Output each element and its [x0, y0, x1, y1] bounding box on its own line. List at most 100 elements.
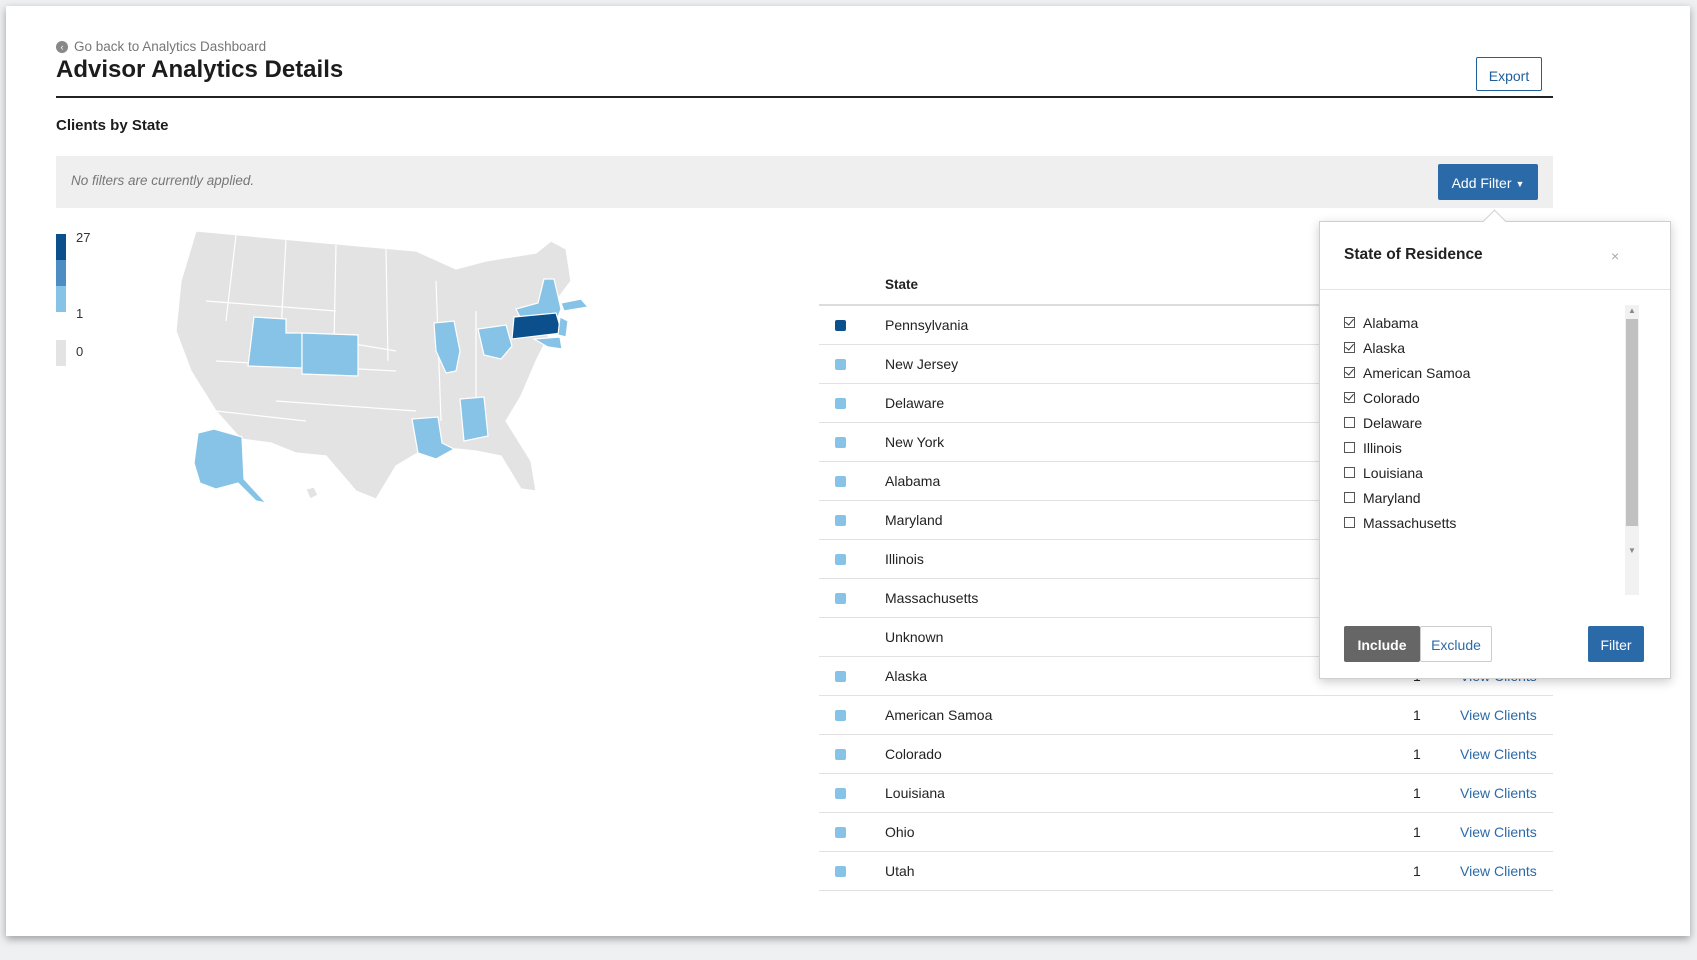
table-row: Maryland: [819, 501, 1553, 540]
state-color-swatch: [835, 437, 846, 448]
state-color-swatch: [835, 749, 846, 760]
state-name: Delaware: [885, 395, 945, 411]
option-checkbox[interactable]: [1344, 492, 1355, 503]
state-option[interactable]: Massachusetts: [1344, 510, 1624, 528]
scrollbar-thumb[interactable]: [1626, 319, 1638, 526]
state-option[interactable]: Illinois: [1344, 435, 1624, 460]
state-option[interactable]: Alabama: [1344, 310, 1624, 335]
state-color-swatch: [835, 866, 846, 877]
scroll-down-icon[interactable]: ▼: [1628, 546, 1636, 555]
filter-bar: No filters are currently applied. Add Fi…: [56, 156, 1553, 208]
map-state-pennsylvania: [511, 312, 563, 340]
legend-min-label: 1: [76, 306, 84, 321]
map-state-newjersey: [557, 316, 569, 338]
apply-filter-button[interactable]: Filter: [1588, 626, 1644, 662]
table-row: Alabama: [819, 462, 1553, 501]
state-option[interactable]: Colorado: [1344, 385, 1624, 410]
state-filter-popover: State of Residence × Alabama Alaska Americ…: [1319, 209, 1671, 679]
state-option[interactable]: Maryland: [1344, 485, 1624, 510]
state-name: New York: [885, 434, 945, 450]
state-name: Maryland: [885, 512, 943, 528]
add-filter-label: Add Filter: [1451, 175, 1512, 191]
option-checkbox[interactable]: [1344, 392, 1355, 403]
option-label: Delaware: [1363, 414, 1423, 431]
state-color-swatch: [835, 320, 846, 331]
option-checkbox[interactable]: [1344, 517, 1355, 528]
chevron-left-circle-icon: ‹: [56, 40, 68, 53]
popover-divider: [1320, 289, 1670, 290]
add-filter-button[interactable]: Add Filter ▼: [1438, 164, 1538, 200]
client-count: 1: [1413, 863, 1421, 879]
state-color-swatch: [835, 788, 846, 799]
option-label: Maryland: [1363, 489, 1421, 506]
state-name: Alabama: [885, 473, 941, 489]
map-state-illinois: [433, 320, 461, 374]
option-label: Louisiana: [1363, 464, 1423, 481]
map-state-hawaii: [305, 486, 319, 500]
map-legend-scale: [56, 234, 66, 312]
state-name: New Jersey: [885, 356, 959, 372]
table-row: Utah 1 View Clients: [819, 852, 1553, 891]
state-name: Louisiana: [885, 785, 945, 801]
popover-arrow: [1482, 209, 1507, 234]
state-option[interactable]: American Samoa: [1344, 360, 1624, 385]
state-name: Utah: [885, 863, 915, 879]
state-color-swatch: [835, 554, 846, 565]
view-clients-link[interactable]: View Clients: [1460, 707, 1537, 723]
state-name: American Samoa: [885, 707, 993, 723]
option-checkbox[interactable]: [1344, 442, 1355, 453]
title-divider: [56, 96, 1553, 98]
state-option[interactable]: Alaska: [1344, 335, 1624, 360]
state-option[interactable]: Louisiana: [1344, 460, 1624, 485]
state-option-list: Alabama Alaska American Samoa Colorado Delaw…: [1344, 310, 1624, 528]
export-button[interactable]: Export: [1476, 57, 1542, 91]
legend-swatch-mid: [56, 260, 66, 286]
option-label: Massachusetts: [1363, 514, 1457, 529]
close-icon[interactable]: ×: [1611, 248, 1620, 264]
option-checkbox[interactable]: [1344, 417, 1355, 428]
filter-status-message: No filters are currently applied.: [71, 173, 255, 188]
view-clients-link[interactable]: View Clients: [1460, 785, 1537, 801]
state-color-swatch: [835, 476, 846, 487]
table-row: Delaware: [819, 384, 1553, 423]
back-link[interactable]: ‹ Go back to Analytics Dashboard: [56, 39, 266, 54]
scroll-up-icon[interactable]: ▲: [1628, 306, 1636, 315]
legend-swatch-zero: [56, 340, 66, 366]
client-count: 1: [1413, 707, 1421, 723]
map-state-louisiana: [411, 416, 456, 460]
legend-swatch-high: [56, 234, 66, 260]
state-color-swatch: [835, 593, 846, 604]
include-toggle[interactable]: Include: [1344, 626, 1420, 662]
state-color-swatch: [835, 359, 846, 370]
table-row: Ohio 1 View Clients: [819, 813, 1553, 852]
option-label: American Samoa: [1363, 364, 1471, 381]
exclude-toggle[interactable]: Exclude: [1420, 626, 1492, 662]
legend-swatch-low: [56, 286, 66, 312]
legend-max-label: 27: [76, 230, 91, 245]
state-option[interactable]: Delaware: [1344, 410, 1624, 435]
option-checkbox[interactable]: [1344, 367, 1355, 378]
client-count: 1: [1413, 824, 1421, 840]
option-label: Colorado: [1363, 389, 1420, 406]
state-name: Colorado: [885, 746, 942, 762]
state-name: Alaska: [885, 668, 928, 684]
caret-down-icon: ▼: [1515, 179, 1525, 189]
option-checkbox[interactable]: [1344, 317, 1355, 328]
view-clients-link[interactable]: View Clients: [1460, 746, 1537, 762]
legend-zero-label: 0: [76, 344, 84, 359]
view-clients-link[interactable]: View Clients: [1460, 863, 1537, 879]
page-title: Advisor Analytics Details: [56, 56, 344, 83]
table-row: Unknown: [819, 618, 1553, 657]
state-name: Ohio: [885, 824, 915, 840]
us-choropleth-map: [175, 230, 590, 504]
table-row: Colorado 1 View Clients: [819, 735, 1553, 774]
map-state-alabama: [459, 396, 489, 442]
state-name: Illinois: [885, 551, 924, 567]
table-body: Pennsylvania New Jersey Delaware New York Al…: [819, 306, 1553, 891]
column-header-state[interactable]: State: [885, 277, 919, 292]
state-name: Massachusetts: [885, 590, 979, 606]
view-clients-link[interactable]: View Clients: [1460, 824, 1537, 840]
option-checkbox[interactable]: [1344, 467, 1355, 478]
option-checkbox[interactable]: [1344, 342, 1355, 353]
map-state-massachusetts: [560, 298, 590, 312]
